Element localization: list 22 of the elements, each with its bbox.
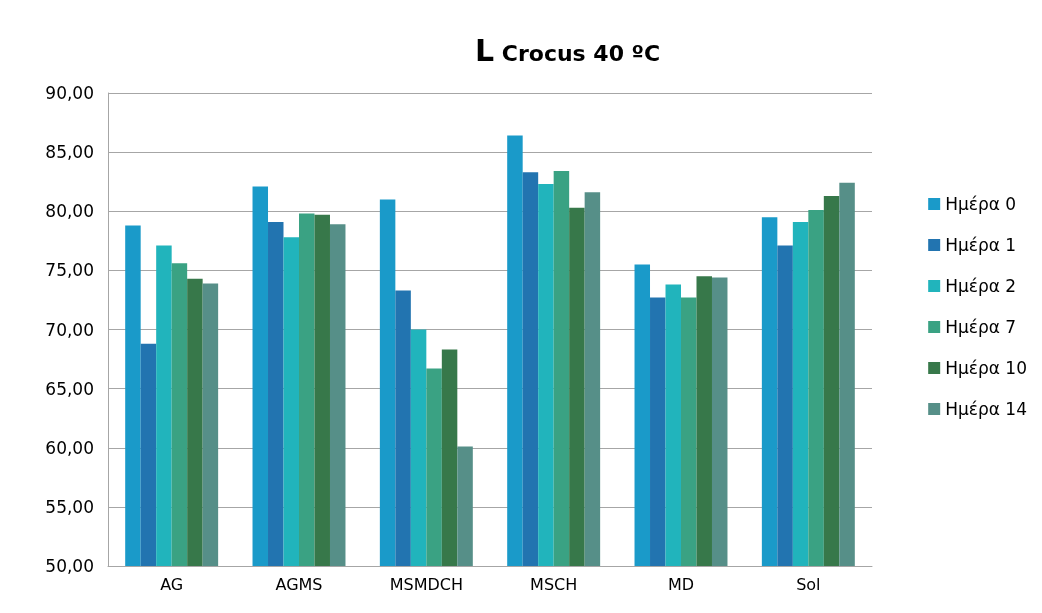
x-tick-label: MSMDCH (389, 574, 463, 594)
y-tick-label: 90,00 (45, 83, 94, 103)
legend-label: Ημέρα 14 (945, 399, 1028, 419)
chart-title: L Crocus 40 ºC (475, 32, 661, 68)
legend-label: Ημέρα 7 (945, 317, 1017, 337)
y-tick-label: 80,00 (45, 201, 94, 222)
y-tick-label: 70,00 (45, 319, 94, 340)
y-tick-label: 50,00 (45, 556, 94, 576)
legend-label: Ημέρα 0 (945, 194, 1017, 214)
x-tick-label: AG (160, 574, 184, 594)
y-tick-label: 85,00 (45, 142, 94, 163)
x-tick-label: Sol (796, 574, 821, 594)
legend-label: Ημέρα 1 (945, 235, 1017, 255)
y-tick-label: 75,00 (45, 260, 94, 281)
x-tick-label: MSCH (530, 574, 578, 594)
x-tick-label: MD (667, 574, 695, 594)
y-tick-label: 65,00 (45, 378, 94, 399)
legend-label: Ημέρα 10 (945, 358, 1028, 378)
legend-label: Ημέρα 2 (945, 276, 1017, 296)
x-tick-label: AGMS (275, 574, 323, 594)
y-tick-label: 60,00 (45, 437, 94, 458)
y-tick-label: 55,00 (45, 496, 94, 517)
